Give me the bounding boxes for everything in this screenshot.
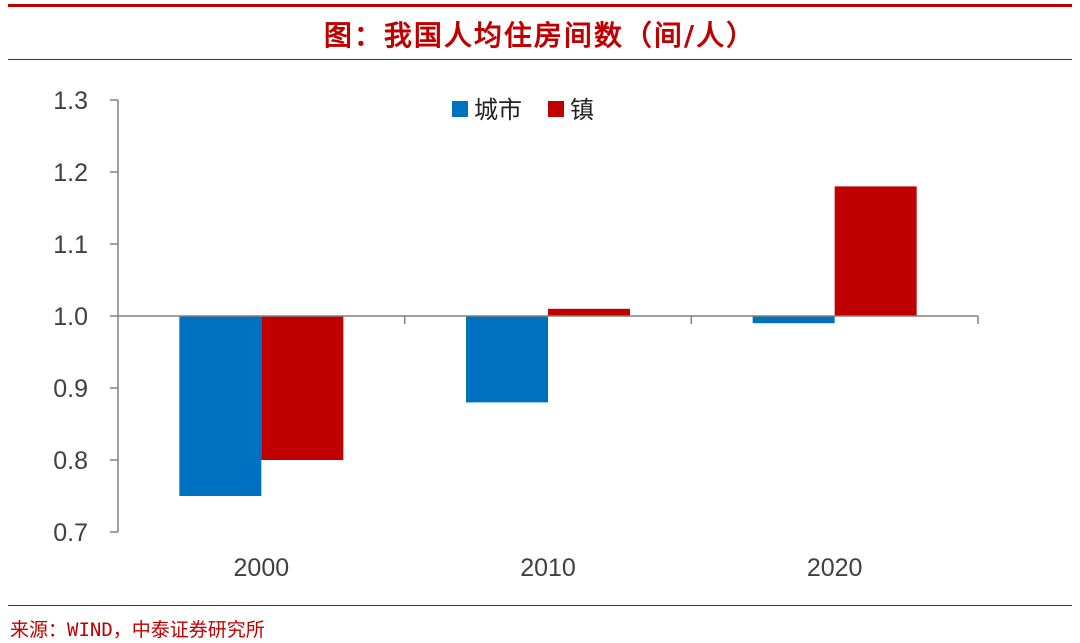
legend-label-town: 镇 bbox=[570, 96, 594, 124]
x-tick-label: 2020 bbox=[807, 554, 863, 582]
chart-title: 图：我国人均住房间数（间/人） bbox=[323, 19, 757, 52]
bottom-rule bbox=[8, 605, 1072, 606]
bar-city-2000 bbox=[179, 316, 262, 496]
y-tick-label: 1.1 bbox=[53, 231, 88, 259]
y-tick-label: 1.3 bbox=[53, 87, 88, 115]
source-note: 来源：WIND，中泰证券研究所 bbox=[10, 619, 265, 641]
bar-town-2010 bbox=[548, 308, 630, 316]
bar-city-2010 bbox=[466, 316, 548, 403]
bar-city-2020 bbox=[752, 316, 835, 324]
bar-chart: 0.7 0.8 0.9 1.0 1.1 1.2 1.3 2000 2010 2020 城市 镇 bbox=[53, 87, 979, 582]
bar-town-2020 bbox=[834, 186, 917, 316]
x-tick-label: 2010 bbox=[520, 554, 576, 582]
y-tick-label: 0.7 bbox=[53, 519, 88, 547]
title-rule bbox=[8, 59, 1072, 60]
y-tick-label: 0.8 bbox=[53, 447, 88, 475]
legend-label-city: 城市 bbox=[474, 96, 522, 124]
legend-swatch-city bbox=[452, 101, 468, 117]
top-rule bbox=[8, 4, 1072, 7]
y-tick-label: 1.0 bbox=[53, 303, 88, 331]
y-tick-label: 1.2 bbox=[53, 159, 88, 187]
x-tick-label: 2000 bbox=[234, 554, 290, 582]
y-tick-label: 0.9 bbox=[53, 375, 88, 403]
legend-swatch-town bbox=[548, 101, 564, 117]
bar-town-2000 bbox=[261, 316, 344, 460]
